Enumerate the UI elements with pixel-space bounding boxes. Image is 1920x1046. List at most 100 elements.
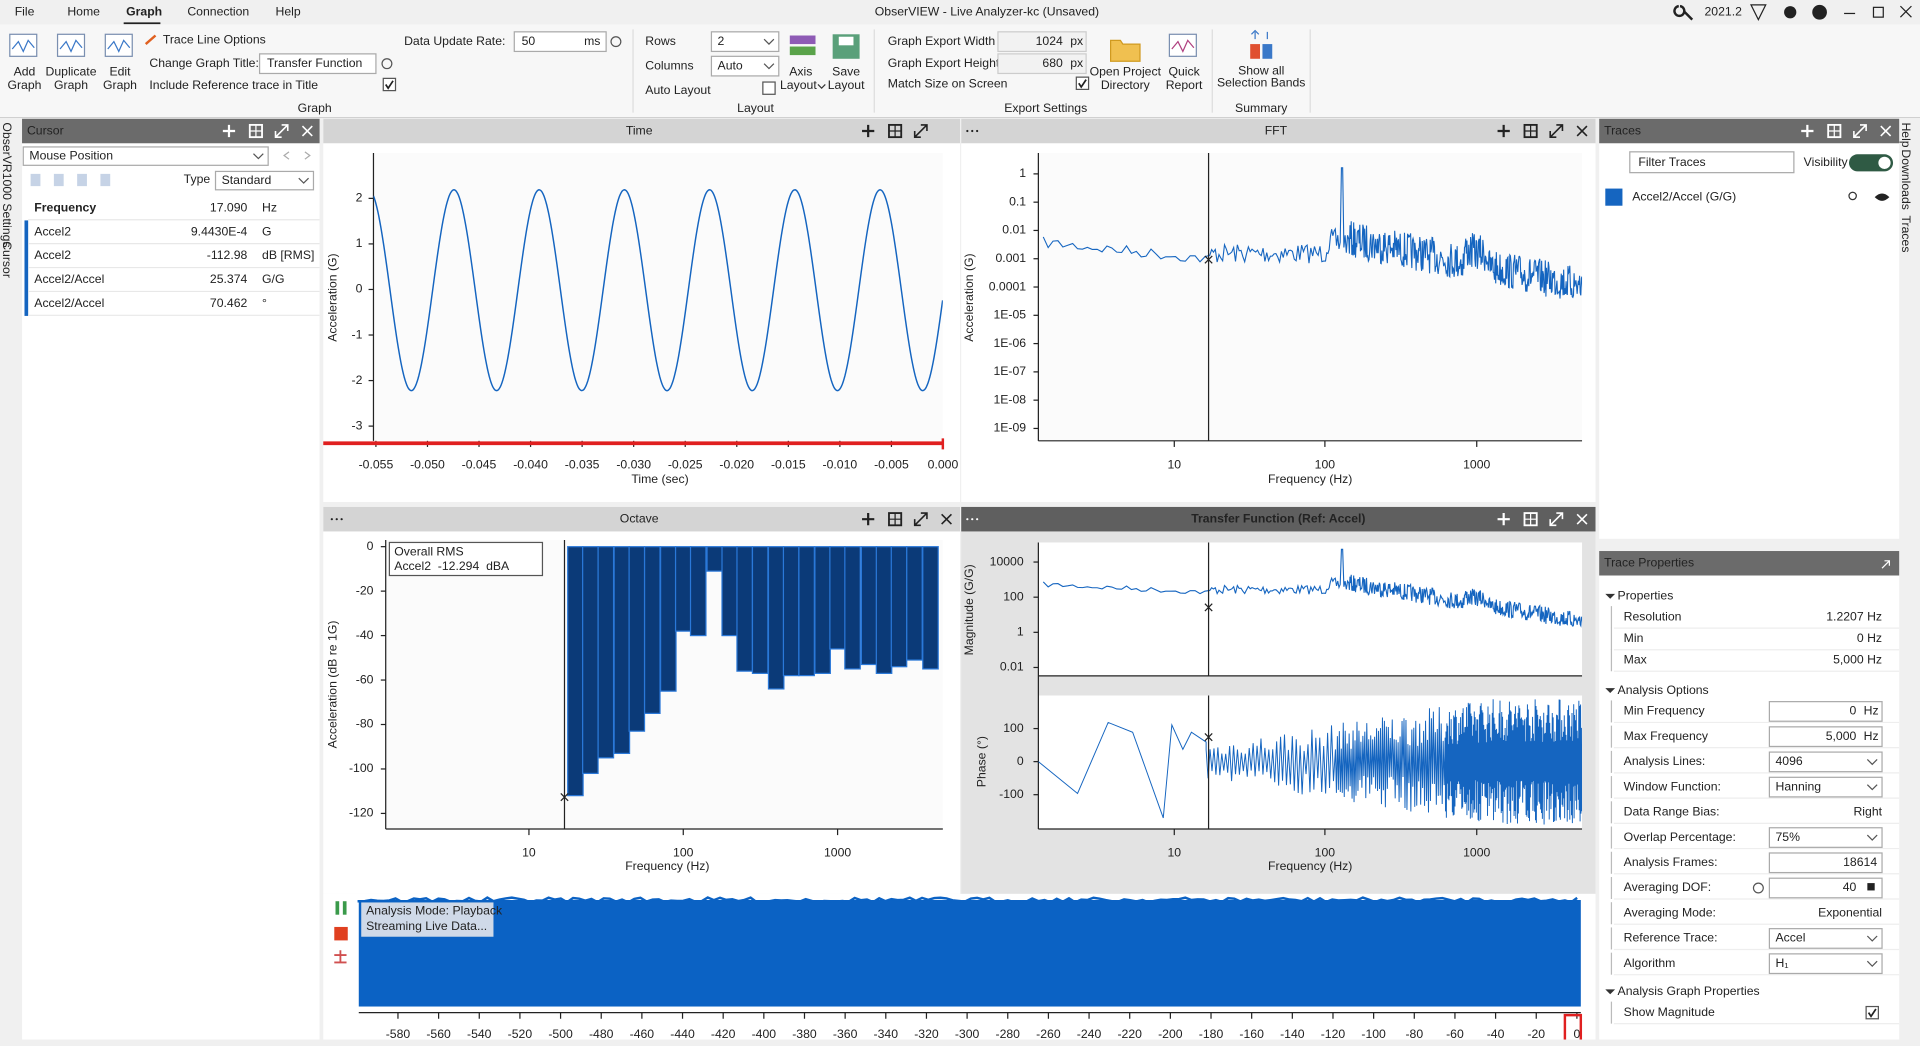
button-label[interactable]: Layout — [828, 78, 865, 92]
menu-item[interactable]: Connection — [187, 4, 249, 18]
settings-button — [334, 950, 347, 964]
checkbox[interactable] — [1865, 1005, 1879, 1020]
x-tick-label: 1000 — [1463, 458, 1490, 472]
side-tab[interactable]: Traces — [1899, 216, 1913, 253]
property-dropdown[interactable] — [1768, 776, 1883, 798]
y-tick-label: -100 — [999, 787, 1024, 801]
x-tick-label: -0.030 — [616, 458, 651, 472]
cursor-row-unit: G/G — [262, 272, 284, 286]
property-label: Algorithm — [1624, 956, 1676, 970]
button-icon — [59, 39, 83, 53]
side-tab[interactable]: Downloads — [1899, 149, 1913, 210]
side-tab[interactable]: Cursor — [0, 241, 14, 278]
button-label[interactable]: Graph — [7, 78, 41, 92]
bar — [860, 546, 878, 666]
dropdown-arrow — [1866, 784, 1878, 791]
x-tick-label: -360 — [833, 1027, 858, 1040]
menu-item[interactable]: Graph — [126, 4, 162, 18]
panel-title: Cursor — [27, 123, 64, 137]
option-link[interactable]: Trace Line Options — [163, 33, 266, 47]
bar — [782, 546, 800, 677]
status-box — [361, 902, 494, 937]
magnitude-trace — [1042, 548, 1583, 628]
layout-icon — [888, 513, 902, 526]
more-icon — [966, 518, 969, 521]
graph-title: Transfer Function (Ref: Accel) — [1191, 511, 1365, 525]
layout-icon — [1828, 124, 1841, 138]
trace-name[interactable]: Accel2/Accel (G/G) — [1632, 189, 1736, 203]
checkbox[interactable] — [1075, 76, 1090, 91]
dropdown-arrow — [763, 38, 775, 45]
more-icon — [966, 129, 969, 133]
button-label[interactable]: Open Project — [1090, 64, 1162, 78]
waveform — [373, 189, 943, 392]
bar — [597, 546, 615, 759]
stop-button[interactable] — [334, 926, 348, 941]
label: H₁ — [1776, 956, 1789, 970]
property-input[interactable] — [1768, 877, 1883, 899]
button-label[interactable]: Graph — [54, 78, 88, 92]
button-icon — [56, 33, 86, 57]
x-tick-label: -0.025 — [668, 458, 703, 472]
nav-arrows — [283, 151, 311, 160]
button-label[interactable]: Report — [1166, 78, 1203, 92]
pause-button[interactable] — [342, 901, 347, 915]
property-dropdown[interactable] — [1768, 928, 1883, 949]
x-tick-label: 10 — [1167, 458, 1181, 472]
property-dropdown[interactable] — [1768, 953, 1883, 975]
layout-icon — [888, 124, 902, 138]
button-label[interactable]: Duplicate — [46, 64, 97, 78]
menu-item[interactable]: Home — [67, 4, 100, 18]
overlay-box — [388, 541, 544, 577]
button-label[interactable]: Graph — [103, 78, 137, 92]
cursor-panel — [22, 118, 320, 1040]
plot-area — [373, 153, 943, 441]
button-label[interactable]: Add — [14, 64, 36, 78]
filter-input[interactable] — [1629, 151, 1795, 174]
label: 680 — [1042, 56, 1063, 70]
button-label[interactable]: Selection Bands — [1217, 75, 1305, 89]
mouse-position-dropdown[interactable] — [22, 146, 269, 166]
checkbox[interactable] — [382, 77, 397, 92]
y-tick-label: 0 — [367, 539, 374, 553]
menu-item[interactable]: Help — [276, 4, 301, 18]
dropdown[interactable] — [710, 31, 780, 53]
button-label[interactable]: Layout — [780, 78, 817, 92]
y-tick-label: 1E-08 — [993, 392, 1026, 406]
panel-header — [1599, 118, 1900, 144]
side-tab[interactable]: Help — [1899, 122, 1913, 147]
button-label[interactable]: Quick — [1168, 64, 1200, 78]
summary-icon — [1262, 44, 1273, 59]
cursor-tool-icon — [77, 173, 87, 187]
add-icon — [1801, 124, 1814, 138]
button-label[interactable]: Axis — [789, 64, 812, 78]
property-dropdown[interactable] — [1768, 827, 1883, 848]
button-label[interactable]: Save — [832, 64, 860, 78]
bar — [674, 546, 692, 632]
title-input[interactable] — [258, 53, 377, 75]
pause-button[interactable] — [335, 901, 340, 915]
rate-input[interactable] — [513, 31, 607, 53]
dropdown-arrow — [298, 177, 310, 184]
x-tick-label: 100 — [1315, 458, 1336, 472]
property-input[interactable] — [1768, 852, 1883, 874]
dropdown[interactable] — [710, 55, 780, 77]
plot-area — [1038, 153, 1583, 441]
x-tick-label: -280 — [996, 1027, 1021, 1040]
label: Visibility — [1804, 155, 1849, 169]
restore[interactable] — [1872, 6, 1884, 18]
button-label[interactable]: Show all — [1238, 63, 1284, 77]
property-input[interactable] — [1768, 701, 1883, 722]
menu-item[interactable]: File — [15, 4, 35, 18]
side-tab[interactable]: ObserVR1000 Settings — [0, 122, 14, 247]
button-label[interactable]: Directory — [1101, 78, 1151, 92]
type-dropdown[interactable] — [214, 170, 315, 191]
bar — [844, 546, 861, 670]
property-dropdown[interactable] — [1768, 751, 1883, 773]
label: 1024 — [1036, 34, 1063, 48]
label: 2 — [718, 34, 725, 48]
checkbox[interactable] — [762, 81, 776, 95]
property-input[interactable] — [1768, 726, 1883, 748]
button-label[interactable]: Edit — [109, 64, 131, 78]
